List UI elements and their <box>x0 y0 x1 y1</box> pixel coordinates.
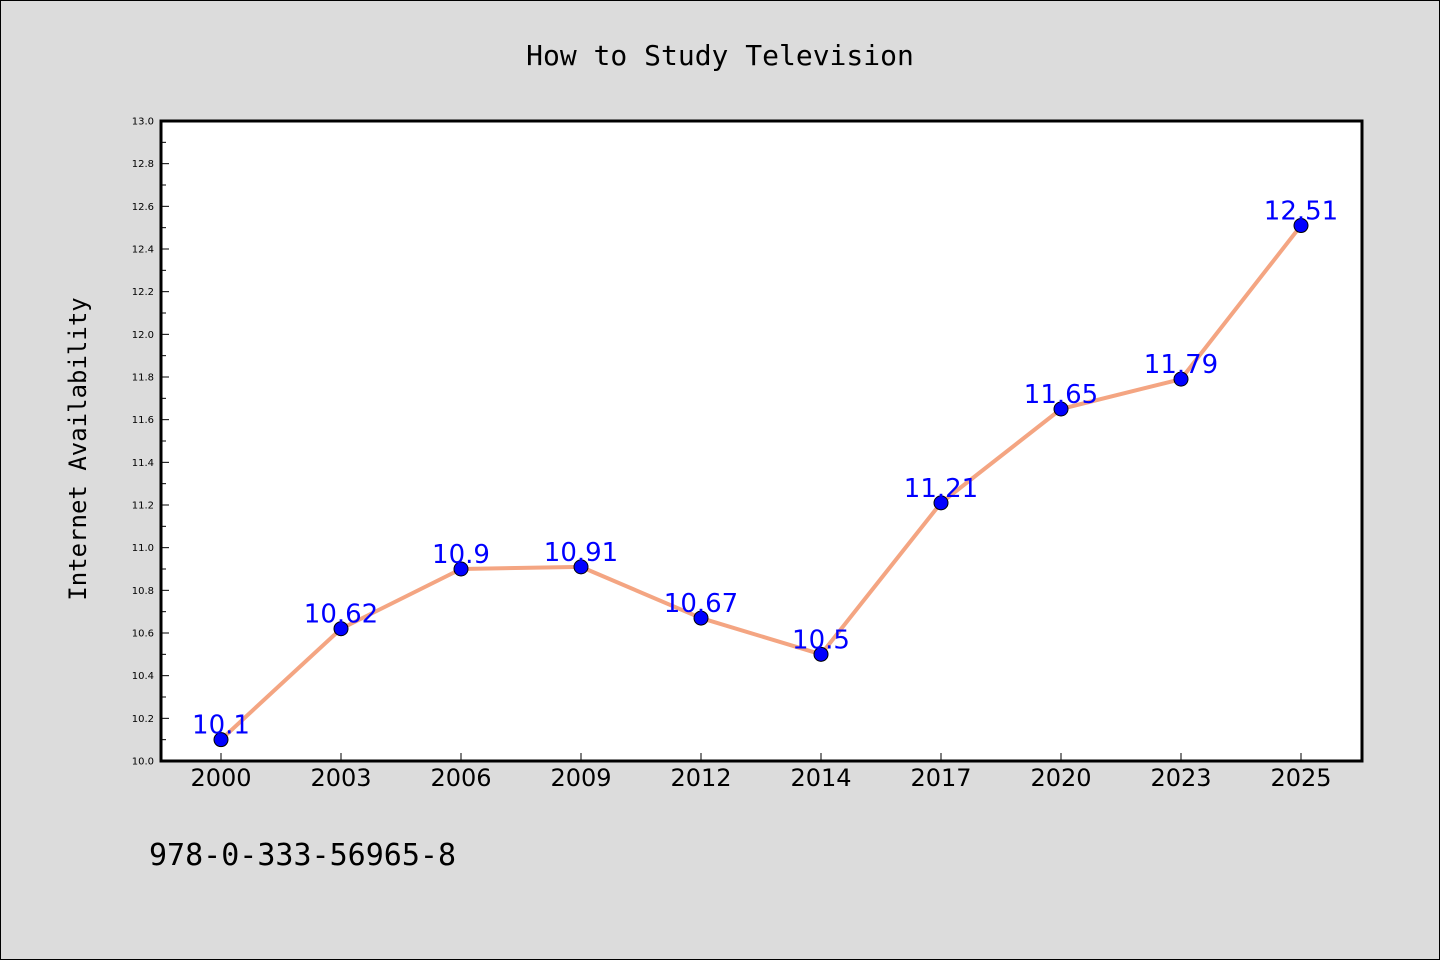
plot-frame <box>159 119 1364 763</box>
data-point-marker <box>813 646 829 662</box>
x-tick-label: 2023 <box>1150 764 1211 792</box>
y-tick-label: 11.8 <box>132 373 154 384</box>
y-tick-label: 11.0 <box>132 543 154 554</box>
plot-area <box>161 121 1362 761</box>
x-tick-label: 2006 <box>430 764 491 792</box>
data-point-marker <box>213 732 229 748</box>
data-label: 12.51 <box>1264 197 1338 227</box>
data-point-marker <box>1173 371 1189 387</box>
x-tick-label: 2014 <box>790 764 851 792</box>
x-axis-ticks: 2000 2003 2006 2009 2012 2014 2017 2020 2023 2025 <box>190 753 1332 792</box>
y-tick-label: 10.6 <box>132 629 154 640</box>
data-label: 11.79 <box>1144 350 1218 380</box>
chart-title: How to Study Television <box>526 39 914 72</box>
y-tick-label: 10.0 <box>132 757 154 768</box>
y-axis-label: Internet Availability <box>64 297 92 600</box>
y-tick-label: 12.6 <box>132 202 154 213</box>
y-tick-label: 10.2 <box>132 714 154 725</box>
data-point-marker <box>453 561 469 577</box>
y-tick-label: 10.4 <box>132 671 154 682</box>
x-tick-label: 2000 <box>190 764 251 792</box>
data-label: 10.9 <box>432 540 490 570</box>
data-label: 11.21 <box>904 474 978 504</box>
y-axis-ticks: 10.0 10.2 10.4 10.6 10.8 11.0 11.2 11.4 11.6 11.8… <box>132 117 169 768</box>
series-group: 10.1 10.62 10.9 10.91 10.67 10.5 11.21 11.65 11.… <box>192 197 1338 748</box>
data-label: 10.67 <box>664 589 738 619</box>
y-tick-label: 12.2 <box>132 287 154 298</box>
y-tick-label: 10.8 <box>132 586 154 597</box>
data-point-marker <box>693 610 709 626</box>
y-tick-label: 11.6 <box>132 415 154 426</box>
isbn-footer: 978-0-333-56965-8 <box>149 838 456 873</box>
x-tick-label: 2025 <box>1270 764 1331 792</box>
x-tick-label: 2012 <box>670 764 731 792</box>
data-label: 10.1 <box>192 711 250 741</box>
y-tick-label: 11.4 <box>132 458 154 469</box>
x-tick-label: 2003 <box>310 764 371 792</box>
series-line <box>219 223 1303 742</box>
data-point-marker <box>573 559 589 575</box>
data-label: 11.65 <box>1024 380 1098 410</box>
y-tick-label: 13.0 <box>132 117 154 128</box>
data-point-marker <box>1293 218 1309 234</box>
data-point-marker <box>1053 401 1069 417</box>
data-label: 10.91 <box>544 538 618 568</box>
y-tick-label: 12.4 <box>132 245 154 256</box>
y-tick-label: 11.2 <box>132 501 154 512</box>
y-tick-label: 12.8 <box>132 159 154 170</box>
x-tick-label: 2017 <box>910 764 971 792</box>
x-tick-label: 2009 <box>550 764 611 792</box>
data-label: 10.5 <box>792 625 850 655</box>
data-point-marker <box>333 621 349 637</box>
data-label: 10.62 <box>304 600 378 630</box>
x-tick-label: 2020 <box>1030 764 1091 792</box>
data-point-marker <box>933 495 949 511</box>
y-tick-label: 12.0 <box>132 330 154 341</box>
